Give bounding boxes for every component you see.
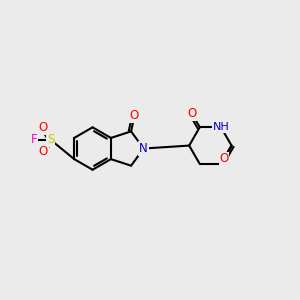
Text: S: S	[47, 133, 54, 146]
Text: N: N	[139, 142, 148, 155]
Text: NH: NH	[213, 122, 229, 132]
Text: O: O	[219, 152, 229, 165]
Text: O: O	[188, 107, 197, 121]
Text: F: F	[30, 133, 37, 146]
Text: O: O	[39, 122, 48, 134]
Text: O: O	[130, 109, 139, 122]
Text: O: O	[39, 145, 48, 158]
